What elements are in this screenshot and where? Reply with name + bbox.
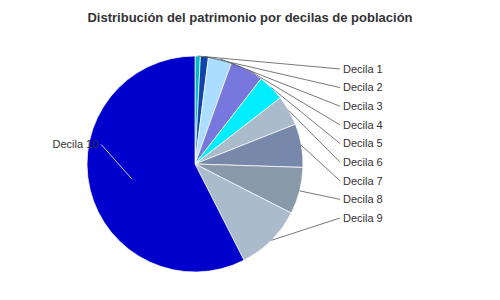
chart-title: Distribución del patrimonio por decilas …	[87, 10, 412, 25]
chart-svg: Distribución del patrimonio por decilas …	[0, 0, 500, 300]
leader-line	[271, 218, 340, 240]
leader-line	[220, 59, 340, 106]
leader-line	[198, 56, 340, 69]
leader-line	[301, 145, 340, 180]
leader-line	[101, 145, 132, 180]
slice-label: Decila 8	[343, 193, 383, 205]
slice-label: Decila 1	[343, 63, 383, 75]
leader-line	[289, 110, 340, 162]
slice-label: Decila 10	[52, 138, 98, 150]
slice-label: Decila 2	[343, 81, 383, 93]
slice-label: Decila 7	[343, 175, 383, 187]
slice-label: Decila 9	[343, 212, 383, 224]
pie-slice	[87, 56, 244, 272]
leader-line	[271, 88, 340, 144]
pie-group	[87, 56, 303, 272]
leader-line	[300, 191, 340, 200]
slice-label: Decila 3	[343, 100, 383, 112]
leader-line	[247, 69, 340, 124]
slice-label: Decila 5	[343, 137, 383, 149]
slice-label: Decila 4	[343, 119, 383, 131]
labels: Decila 1 Decila 2 Decila 3 Decila 4 Decila 5…	[52, 56, 382, 240]
pie-slice	[195, 124, 303, 167]
slice-label: Decila 6	[343, 156, 383, 168]
